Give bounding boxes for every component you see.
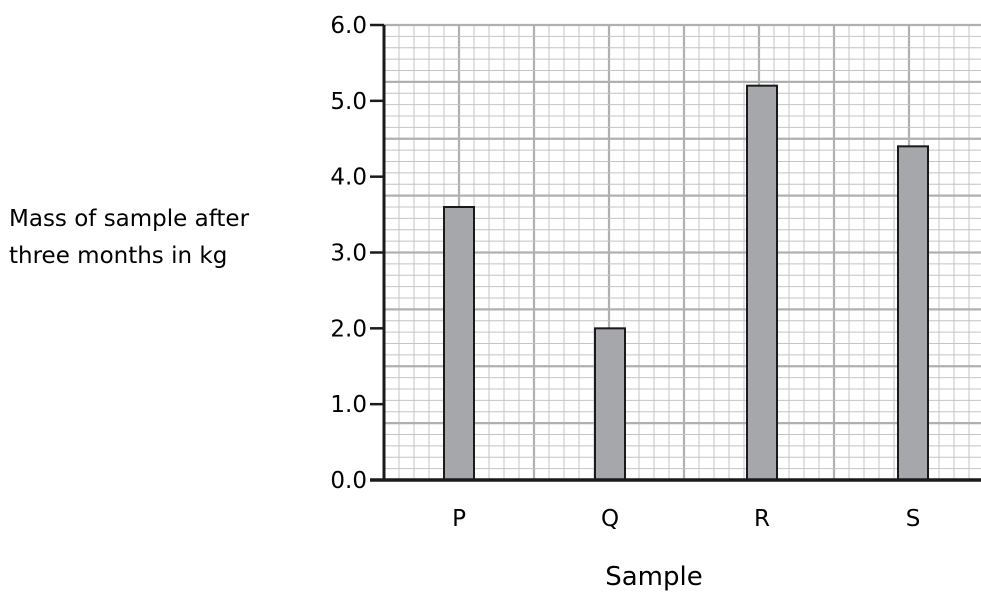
y-tick-label: 1.0 — [330, 392, 367, 418]
grid — [383, 23, 981, 481]
x-tick-label: S — [906, 506, 921, 532]
bar-P — [443, 206, 475, 481]
bars — [443, 84, 929, 482]
y-tick-label: 3.0 — [330, 241, 367, 267]
y-tick-label: 4.0 — [330, 165, 367, 191]
y-axis-label-line-2: three months in kg — [9, 243, 227, 269]
x-tick-label: R — [754, 506, 770, 532]
y-ticks: 0.0 1.0 2.0 3.0 4.0 5.0 6.0 — [330, 13, 384, 494]
x-axis-label: Sample — [605, 562, 703, 592]
y-axis-label-line-1: Mass of sample after — [9, 206, 250, 232]
x-tick-label: P — [452, 506, 466, 532]
y-tick-label: 5.0 — [330, 89, 367, 115]
y-tick-label: 0.0 — [330, 468, 367, 494]
x-ticks: P Q R S — [452, 506, 920, 532]
y-tick-label: 2.0 — [330, 316, 367, 342]
bar-S — [897, 145, 929, 481]
y-tick-label: 6.0 — [330, 13, 367, 39]
bar-R — [746, 84, 778, 482]
x-tick-label: Q — [601, 506, 619, 532]
bar-Q — [594, 327, 626, 482]
